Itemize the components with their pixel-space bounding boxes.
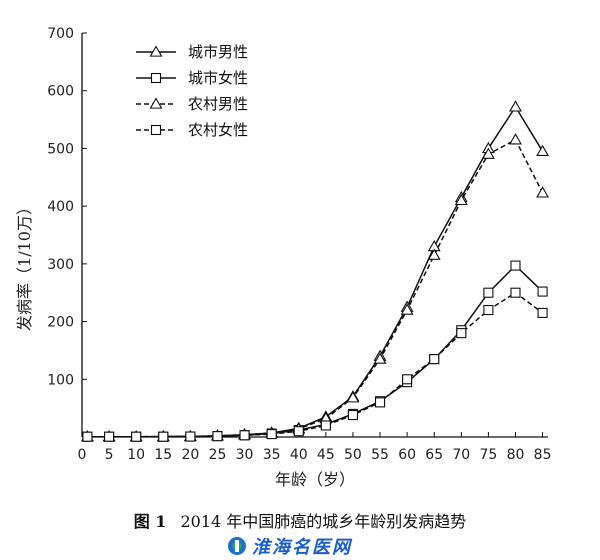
x-tick-label: 10 (127, 447, 145, 463)
data-point (427, 248, 441, 260)
data-point (293, 426, 304, 437)
x-tick-label: 70 (452, 447, 470, 463)
data-point (509, 133, 522, 145)
data-point (536, 144, 550, 156)
series-layer (80, 100, 550, 442)
data-point (537, 307, 548, 318)
series-line (87, 138, 544, 438)
series-3 (80, 133, 550, 442)
data-point (483, 287, 494, 298)
data-point (402, 374, 413, 385)
medical-cross-icon (228, 537, 246, 555)
data-point (266, 429, 277, 440)
x-tick-label: 5 (105, 447, 114, 463)
legend-label: 城市男性 (188, 43, 248, 61)
x-tick-label: 85 (534, 447, 552, 463)
legend-item: 城市女性 (136, 69, 248, 87)
x-axis-title: 年龄（岁） (275, 470, 355, 489)
data-point (239, 430, 250, 441)
y-tick-label: 400 (47, 199, 74, 215)
legend-label: 城市女性 (188, 69, 248, 87)
data-point (374, 397, 386, 408)
x-tick-label: 50 (344, 447, 362, 463)
data-point (347, 410, 358, 421)
x-tick-label: 80 (507, 447, 525, 463)
data-point (373, 352, 387, 364)
y-tick-label: 700 (47, 26, 74, 42)
legend-marker (149, 45, 163, 57)
x-tick-label: 65 (425, 447, 443, 463)
data-point (483, 304, 494, 316)
series-2 (82, 260, 548, 442)
legend-item: 农村男性 (136, 95, 248, 113)
legend-label: 农村男性 (188, 95, 248, 113)
y-tick-label: 300 (47, 257, 74, 273)
caption-text: 2014 年中国肺癌的城乡年龄别发病趋势 (180, 512, 467, 531)
data-point (537, 286, 548, 297)
watermark-text: 淮海名医网 (252, 537, 352, 558)
watermark: 淮海名医网 (228, 535, 352, 558)
x-tick-label: 55 (371, 447, 389, 463)
x-tick-label: 30 (236, 447, 254, 463)
data-point (536, 186, 550, 198)
y-tick-label: 200 (47, 315, 74, 331)
data-point (131, 431, 142, 442)
data-point (212, 431, 223, 442)
x-tick-label: 15 (154, 447, 172, 463)
series-1 (80, 100, 550, 442)
figure-number: 图 1 (133, 512, 167, 531)
legend-marker (149, 97, 163, 109)
axes: 0 5 10 15 20 25 30 35 40 45 50 55 60 65 70 75 80 85 100 200… (47, 26, 551, 463)
data-point (346, 391, 360, 403)
data-point (104, 431, 115, 442)
line-chart: 0 5 10 15 20 25 30 35 40 45 50 55 60 65 70 75 80 85 100 200… (15, 26, 551, 489)
y-tick-label: 500 (47, 141, 74, 157)
data-point (158, 431, 169, 442)
data-point (400, 303, 414, 315)
x-tick-label: 35 (263, 447, 281, 463)
legend-marker (150, 124, 162, 136)
legend-item: 城市男性 (136, 43, 248, 61)
x-tick-label: 45 (317, 447, 335, 463)
legend-item: 农村女性 (136, 121, 248, 139)
data-point (456, 328, 467, 339)
figure-caption: 图 1 2014 年中国肺癌的城乡年龄别发病趋势 (0, 508, 600, 532)
x-tick-label: 75 (479, 447, 497, 463)
series-line (87, 264, 544, 438)
data-point (82, 431, 93, 442)
x-tick-label: 0 (78, 447, 87, 463)
x-tick-label: 40 (290, 447, 308, 463)
data-point (509, 100, 522, 112)
y-tick-label: 600 (47, 84, 74, 100)
data-point (454, 193, 468, 206)
data-point (185, 431, 196, 442)
legend-label: 农村女性 (188, 121, 248, 139)
data-point (320, 420, 331, 431)
data-point (510, 287, 521, 298)
data-point (481, 147, 495, 159)
series-line (87, 105, 544, 438)
y-tick-label: 100 (47, 372, 74, 388)
data-point (510, 260, 521, 271)
series-4 (82, 287, 548, 442)
x-tick-label: 25 (209, 447, 227, 463)
legend-marker (150, 72, 162, 84)
y-axis-title: 发病率（1/10万） (15, 199, 34, 331)
series-line (87, 291, 544, 438)
x-tick-label: 20 (181, 447, 199, 463)
data-point (429, 354, 440, 365)
x-tick-label: 60 (398, 447, 416, 463)
